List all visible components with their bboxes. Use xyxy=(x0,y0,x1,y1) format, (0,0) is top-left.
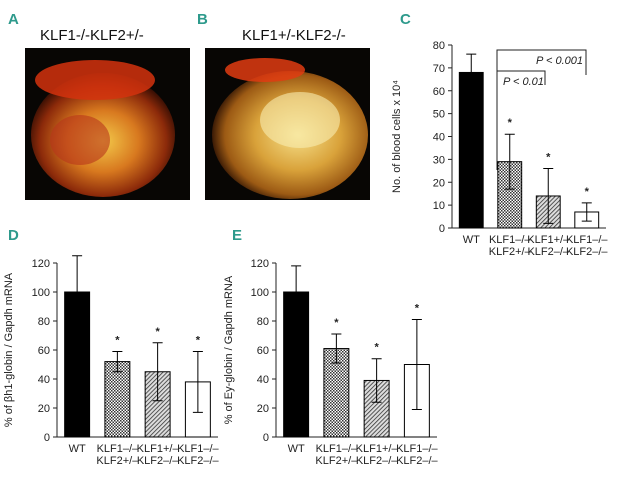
y-tick-label: 0 xyxy=(44,432,50,444)
x-tick-label: KLF1–/– xyxy=(396,443,438,455)
y-tick-label: 50 xyxy=(433,109,445,121)
y-tick-label: 60 xyxy=(38,345,50,357)
y-tick-label: 120 xyxy=(32,258,50,270)
y-tick-label: 0 xyxy=(263,432,269,444)
error-bar xyxy=(543,168,554,224)
significance: * xyxy=(415,303,420,315)
x-tick-label: KLF2+/– xyxy=(315,455,358,467)
x-tick-label: KLF2–/– xyxy=(137,455,179,467)
y-tick-label: 80 xyxy=(38,316,50,328)
embryo-body-b xyxy=(260,92,340,148)
panel-letter: B xyxy=(197,11,208,28)
y-tick-label: 20 xyxy=(38,403,50,415)
error-bar xyxy=(371,358,382,403)
error-bar xyxy=(72,255,83,329)
image-label: KLF1+/-KLF2-/- xyxy=(242,27,346,44)
x-tick-label: KLF1–/– xyxy=(566,234,608,246)
significance: * xyxy=(585,186,590,198)
y-axis-label: No. of blood cells x 10⁴ xyxy=(391,80,403,193)
panel-letter: E xyxy=(232,227,242,244)
significance: * xyxy=(508,117,513,129)
y-tick-label: 100 xyxy=(32,287,50,299)
y-tick-label: 40 xyxy=(257,374,269,386)
panel-letter: C xyxy=(400,11,411,28)
p-value: P < 0.01 xyxy=(503,76,544,88)
x-tick-label: KLF1–/– xyxy=(489,234,531,246)
p-value: P < 0.001 xyxy=(536,55,583,67)
y-tick-label: 80 xyxy=(433,40,445,52)
bracket xyxy=(496,70,546,170)
error-bar xyxy=(504,133,515,190)
y-tick-label: 70 xyxy=(433,63,445,75)
error-bar xyxy=(331,333,342,364)
y-tick-label: 10 xyxy=(433,200,445,212)
bar xyxy=(104,361,131,438)
x-tick-label: KLF2+/– xyxy=(96,455,139,467)
y-tick-label: 100 xyxy=(251,287,269,299)
error-bar xyxy=(291,265,302,319)
y-tick-label: 30 xyxy=(433,154,445,166)
x-tick-label: KLF2–/– xyxy=(566,246,608,258)
yolk-b xyxy=(225,58,305,82)
panel-letter: D xyxy=(8,227,19,244)
bar xyxy=(458,71,484,229)
x-tick-label: KLF1+/– xyxy=(527,234,570,246)
x-tick-label: KLF2–/– xyxy=(177,455,219,467)
yolk-a xyxy=(35,60,155,100)
significance: * xyxy=(374,342,379,354)
error-bar xyxy=(112,350,123,373)
y-tick-label: 40 xyxy=(38,374,50,386)
error-bar xyxy=(411,319,422,410)
y-tick-label: 20 xyxy=(257,403,269,415)
image-label: KLF1-/-KLF2+/- xyxy=(40,27,144,44)
x-tick-label: WT xyxy=(69,443,86,455)
y-tick-label: 0 xyxy=(439,223,445,235)
y-axis-label: % of βh1-globin / Gapdh mRNA xyxy=(3,272,15,427)
y-tick-label: 80 xyxy=(257,316,269,328)
error-bar xyxy=(192,350,203,413)
x-tick-label: KLF2+/– xyxy=(489,246,532,258)
y-tick-label: 60 xyxy=(257,345,269,357)
x-tick-label: KLF1–/– xyxy=(316,443,358,455)
y-tick-label: 40 xyxy=(433,132,445,144)
x-tick-label: WT xyxy=(288,443,305,455)
y-tick-label: 120 xyxy=(251,258,269,270)
bracket xyxy=(496,49,587,75)
y-tick-label: 60 xyxy=(433,86,445,98)
x-tick-label: KLF2–/– xyxy=(396,455,438,467)
y-tick-label: 20 xyxy=(433,177,445,189)
significance: * xyxy=(196,334,201,346)
significance: * xyxy=(155,326,160,338)
x-tick-label: KLF2–/– xyxy=(356,455,398,467)
panel-letter: A xyxy=(8,11,19,28)
error-bar xyxy=(152,342,163,402)
x-tick-label: KLF2–/– xyxy=(527,246,569,258)
x-tick-label: WT xyxy=(463,234,480,246)
error-bar xyxy=(581,202,592,222)
x-tick-label: KLF1+/– xyxy=(137,443,180,455)
significance: * xyxy=(334,317,339,329)
y-axis-label: % of Ey-globin / Gapdh mRNA xyxy=(223,275,235,424)
significance: * xyxy=(546,152,551,164)
x-tick-label: KLF1–/– xyxy=(177,443,219,455)
x-tick-label: KLF1–/– xyxy=(97,443,139,455)
error-bar xyxy=(466,53,477,92)
x-tick-label: KLF1+/– xyxy=(356,443,399,455)
embryo-body-a xyxy=(50,115,110,165)
significance: * xyxy=(115,334,120,346)
